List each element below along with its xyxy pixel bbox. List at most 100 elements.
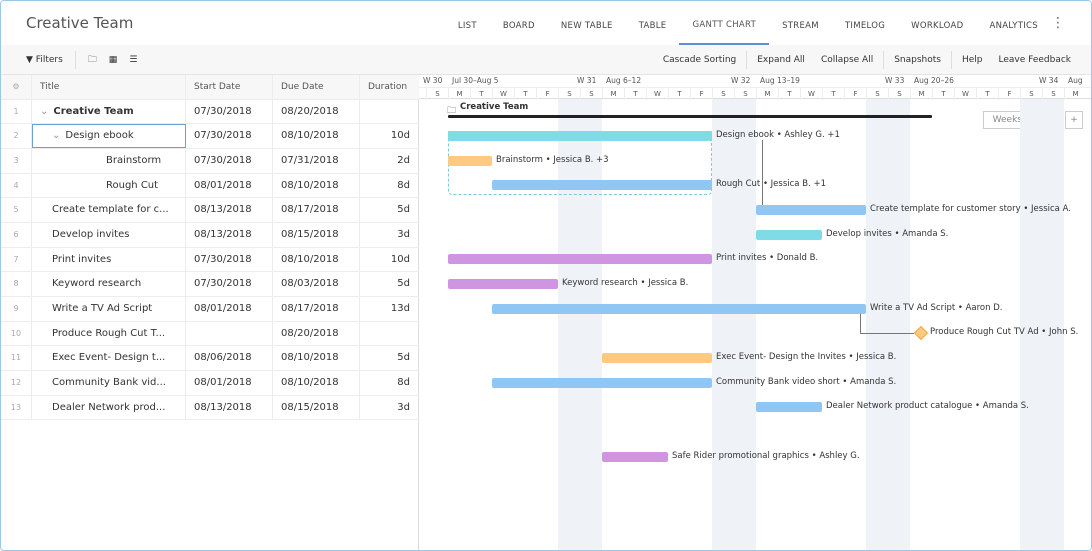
settings-gear-icon[interactable]: ⚙ [1,75,32,99]
task-bar[interactable] [492,180,712,191]
table-row[interactable]: 8 Keyword research 07/30/2018 08/03/2018 5d [1,272,419,298]
task-bar[interactable] [602,451,668,462]
duration-cell[interactable]: 2d [397,155,410,166]
due-date-cell[interactable]: 08/10/2018 [273,173,360,198]
task-bar[interactable] [756,205,866,215]
expand-chevron-icon[interactable]: ⌄ [40,105,49,117]
task-bar[interactable] [756,402,822,413]
help-button[interactable]: Help [961,55,983,65]
duration-cell[interactable]: 8d [397,179,410,191]
start-date-cell[interactable]: 08/13/2018 [186,395,273,420]
start-date-cell[interactable]: 08/01/2018 [186,297,273,321]
task-title-cell[interactable]: Exec Event- Design t... [32,346,186,371]
table-row[interactable]: 4 Rough Cut 08/01/2018 08/10/2018 8d [1,173,419,199]
tab-stream[interactable]: STREAM [782,21,819,31]
tab-gantt-chart[interactable]: GANTT CHART [679,1,770,45]
due-date-cell[interactable]: 08/10/2018 [273,124,360,148]
table-row[interactable]: 1 ⌄ Creative Team 07/30/2018 08/20/2018 [1,99,419,125]
tab-board[interactable]: BOARD [502,21,535,31]
task-title-cell[interactable]: Community Bank vid... [32,371,186,395]
start-date-cell[interactable]: 08/01/2018 [186,173,273,198]
more-menu-icon[interactable]: ⋮ [1051,15,1065,31]
duration-cell[interactable]: 5d [397,352,410,364]
start-date-cell[interactable] [186,321,273,346]
due-date-cell[interactable]: 08/15/2018 [273,223,360,247]
tab-timelog[interactable]: TIMELOG [844,21,886,31]
filters-button[interactable]: ▼ Filters [26,55,63,65]
table-row[interactable]: 11 Exec Event- Design t... 08/06/2018 08/10… [1,346,419,372]
tab-list[interactable]: LIST [457,21,477,31]
duration-cell[interactable]: 10d [390,253,410,265]
start-date-cell[interactable]: 07/30/2018 [186,124,273,148]
duration-cell[interactable]: 3d [397,229,410,241]
task-title-cell[interactable]: Print invites [32,247,186,272]
table-row[interactable]: 9 Write a TV Ad Script 08/01/2018 08/17/201… [1,297,419,322]
duration-cell[interactable]: 10d [390,130,410,142]
tab-workload[interactable]: WORKLOAD [911,21,964,31]
duration-cell[interactable]: 5d [397,204,410,216]
due-date-cell[interactable]: 08/20/2018 [273,321,360,346]
table-row[interactable]: 5 Create template for c... 08/13/2018 08/17… [1,198,419,223]
expand-all-button[interactable]: Expand All [757,55,805,65]
table-row[interactable]: 10 Produce Rough Cut T... 08/20/2018 [1,321,419,347]
start-date-cell[interactable]: 08/01/2018 [186,371,273,395]
task-title-cell[interactable]: Dealer Network prod... [32,395,186,420]
tab-analytics[interactable]: ANALYTICS [989,21,1038,31]
indent-icon[interactable]: ☰ [129,55,138,65]
column-header-title[interactable]: Title [32,75,186,99]
task-title-cell[interactable]: Brainstorm [32,149,186,173]
task-title-cell[interactable]: Rough Cut [32,173,186,198]
table-row[interactable]: 2 ⌄ Design ebook 07/30/2018 08/10/2018 10d [1,124,419,149]
task-bar[interactable] [448,131,712,141]
collapse-all-button[interactable]: Collapse All [820,55,874,65]
start-date-cell[interactable]: 08/13/2018 [186,198,273,222]
task-bar[interactable] [448,155,492,166]
add-task-icon[interactable]: ▦ [108,55,118,65]
duration-cell[interactable]: 5d [397,278,410,290]
task-title-cell[interactable]: ⌄ Design ebook [32,124,186,148]
due-date-cell[interactable]: 07/31/2018 [273,149,360,173]
duration-cell[interactable]: 8d [397,377,410,389]
task-title-cell[interactable]: Write a TV Ad Script [32,297,186,321]
duration-cell[interactable] [360,322,418,346]
duration-cell[interactable] [360,100,418,124]
leave-feedback-button[interactable]: Leave Feedback [998,55,1072,65]
task-bar[interactable] [492,303,866,314]
start-date-cell[interactable]: 07/30/2018 [186,272,273,297]
column-header-due-date[interactable]: Due Date [273,75,360,99]
task-bar[interactable] [448,279,558,290]
task-title-cell[interactable]: Develop invites [32,223,186,247]
task-bar[interactable] [492,377,712,388]
table-row[interactable]: 13 Dealer Network prod... 08/13/2018 08/15/… [1,395,419,421]
summary-bar[interactable] [448,115,932,119]
add-folder-icon[interactable]: 🗀 [87,55,97,65]
column-header-start-date[interactable]: Start Date [186,75,273,99]
task-title-cell[interactable]: Create template for c... [32,198,186,222]
due-date-cell[interactable]: 08/17/2018 [273,297,360,321]
due-date-cell[interactable]: 08/10/2018 [273,247,360,272]
due-date-cell[interactable]: 08/03/2018 [273,272,360,297]
tab-table[interactable]: TABLE [638,21,667,31]
start-date-cell[interactable]: 08/06/2018 [186,346,273,371]
task-title-cell[interactable]: Keyword research [32,272,186,297]
column-header-duration[interactable]: Duration [368,82,408,92]
task-bar[interactable] [448,254,712,265]
start-date-cell[interactable]: 08/13/2018 [186,223,273,247]
due-date-cell[interactable]: 08/15/2018 [273,395,360,420]
task-bar[interactable] [756,229,822,240]
cascade-sorting-button[interactable]: Cascade Sorting [662,55,737,65]
due-date-cell[interactable]: 08/10/2018 [273,371,360,395]
task-title-cell[interactable]: Produce Rough Cut T... [32,321,186,346]
milestone-diamond[interactable] [913,326,929,341]
duration-cell[interactable]: 3d [397,401,410,413]
table-row[interactable]: 7 Print invites 07/30/2018 08/10/2018 10d [1,247,419,273]
due-date-cell[interactable]: 08/20/2018 [273,99,360,124]
due-date-cell[interactable]: 08/10/2018 [273,346,360,371]
expand-chevron-icon[interactable]: ⌄ [52,130,61,142]
zoom-in-button[interactable]: + [1065,111,1083,129]
snapshots-button[interactable]: Snapshots [894,55,941,65]
table-row[interactable]: 3 Brainstorm 07/30/2018 07/31/2018 2d [1,149,419,174]
due-date-cell[interactable]: 08/17/2018 [273,198,360,222]
tab-new-table[interactable]: NEW TABLE [560,21,613,31]
start-date-cell[interactable]: 07/30/2018 [186,247,273,272]
